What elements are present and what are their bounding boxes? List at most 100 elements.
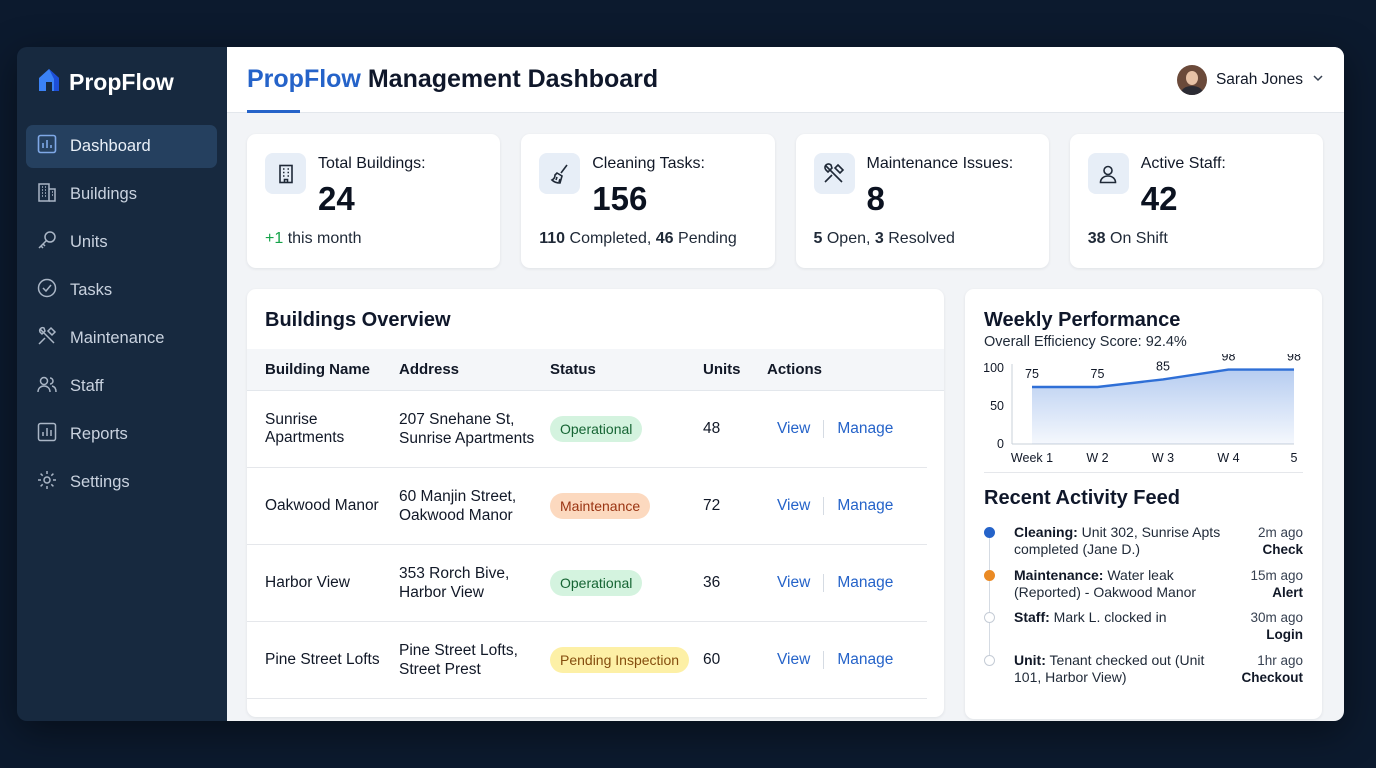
broom-icon (539, 153, 581, 194)
activity-kind: Cleaning: (1014, 524, 1078, 540)
stat-subtext: +1 this month (265, 230, 362, 248)
stat-sub-text: this month (283, 230, 362, 247)
stat-sub-text: On Shift (1105, 230, 1168, 247)
manage-link[interactable]: Manage (837, 574, 894, 591)
activity-time: 15m ago (1250, 567, 1303, 583)
activity-meta: 2m ago Check (1258, 524, 1303, 567)
building-units: 36 (703, 574, 721, 591)
stat-card-staff: Active Staff: 42 38 On Shift (1069, 134, 1323, 268)
table-row: Oakwood Manor 60 Manjin Street, Oakwood M… (247, 468, 927, 545)
app-window: PropFlow Dashboard Buildings Units Tasks… (17, 47, 1344, 721)
activity-item[interactable]: Staff: Mark L. clocked in 30m ago Login (984, 609, 1303, 652)
sidebar-item-label: Settings (70, 473, 130, 491)
activity-text: Cleaning: Unit 302, Sunrise Apts complet… (1014, 524, 1234, 567)
building-name: Sunrise Apartments (265, 411, 345, 446)
activity-tag: Login (1266, 627, 1303, 642)
activity-meta: 1hr ago Checkout (1241, 652, 1303, 695)
chart-x-tick-label: W 2 (1086, 451, 1108, 465)
building-status: Operational (550, 570, 703, 596)
sidebar-item-reports[interactable]: Reports (26, 413, 217, 456)
building-name: Oakwood Manor (265, 497, 379, 514)
report-icon (36, 421, 58, 448)
row-actions: View Manage (767, 420, 893, 438)
activity-text: Unit: Tenant checked out (Unit 101, Harb… (1014, 652, 1234, 695)
stat-subtext: 38 On Shift (1088, 230, 1168, 248)
user-icon (1087, 153, 1129, 194)
building-status: Pending Inspection (550, 647, 703, 673)
activity-meta: 30m ago Login (1250, 609, 1303, 652)
activity-feed-title: Recent Activity Feed (984, 487, 1180, 509)
timeline-dot (984, 654, 995, 666)
header: PropFlow Management Dashboard Sarah Jone… (227, 47, 1344, 113)
tools-icon (36, 325, 58, 352)
chart-data-label: 98 (1287, 354, 1301, 364)
stat-value: 156 (592, 180, 648, 217)
status-badge: Maintenance (550, 493, 651, 519)
activity-item[interactable]: Unit: Tenant checked out (Unit 101, Harb… (984, 652, 1303, 695)
activity-item[interactable]: Maintenance: Water leak (Reported) - Oak… (984, 567, 1303, 610)
sidebar-item-label: Staff (70, 377, 104, 395)
sidebar-item-label: Dashboard (70, 137, 151, 155)
building-units: 60 (703, 651, 721, 668)
activity-kind: Staff: (1014, 609, 1050, 625)
row-actions: View Manage (767, 574, 893, 592)
sidebar-item-dashboard[interactable]: Dashboard (26, 125, 217, 168)
sidebar-item-buildings[interactable]: Buildings (26, 173, 217, 216)
sidebar-item-label: Reports (70, 425, 128, 443)
column-header-actions: Actions (767, 361, 823, 378)
chart-y-tick-label: 50 (990, 399, 1004, 413)
sidebar-item-units[interactable]: Units (26, 221, 217, 264)
view-link[interactable]: View (777, 651, 811, 668)
column-header-status: Status (550, 361, 596, 378)
activity-item[interactable]: Cleaning: Unit 302, Sunrise Apts complet… (984, 524, 1303, 567)
stat-label: Total Buildings: (318, 155, 426, 172)
building-status: Maintenance (550, 493, 703, 519)
manage-link[interactable]: Manage (837, 651, 894, 668)
stat-on-shift-count: 38 (1087, 230, 1106, 247)
chart-x-tick-label: Week 1 (1011, 451, 1053, 465)
table-row: Harbor View 353 Rorch Bive, Harbor View O… (247, 545, 927, 622)
view-link[interactable]: View (777, 574, 811, 591)
sidebar-item-staff[interactable]: Staff (26, 365, 217, 408)
address-line-2: Oakwood Manor (399, 507, 513, 524)
brand[interactable]: PropFlow (17, 65, 227, 99)
address-line-1: Pine Street Lofts, (399, 642, 518, 659)
stat-value: 8 (866, 180, 885, 217)
sidebar: PropFlow Dashboard Buildings Units Tasks… (17, 47, 227, 721)
page-title: PropFlow Management Dashboard (247, 65, 658, 94)
action-divider (823, 574, 825, 592)
sidebar-nav: Dashboard Buildings Units Tasks Maintena… (17, 125, 227, 504)
weekly-performance-chart: 0 50 100 75 Week 1 75 W 2 85 W 3 98 W 4 98 5 (984, 354, 1305, 466)
timeline-dot (984, 612, 995, 623)
stat-sub-text: Resolved (883, 230, 955, 247)
main-content: PropFlow Management Dashboard Sarah Jone… (227, 47, 1344, 721)
building-units: 48 (703, 420, 721, 437)
stat-value: 42 (1140, 180, 1178, 217)
table-row: Pine Street Lofts Pine Street Lofts, Stre… (247, 622, 927, 699)
page-title-accent: PropFlow (247, 65, 361, 93)
sidebar-item-settings[interactable]: Settings (26, 461, 217, 504)
weekly-performance-title: Weekly Performance (984, 309, 1181, 331)
sidebar-item-maintenance[interactable]: Maintenance (26, 317, 217, 360)
activity-time: 30m ago (1250, 610, 1303, 625)
manage-link[interactable]: Manage (837, 497, 894, 514)
view-link[interactable]: View (777, 420, 811, 437)
stat-cards: Total Buildings: 24 +1 this month Cleani… (247, 134, 1323, 268)
title-underline (247, 110, 300, 113)
efficiency-score: Overall Efficiency Score: 92.4% (984, 334, 1187, 350)
user-menu[interactable]: Sarah Jones (1176, 64, 1324, 95)
sidebar-item-tasks[interactable]: Tasks (26, 269, 217, 312)
manage-link[interactable]: Manage (837, 420, 894, 437)
propflow-logo-icon (37, 67, 61, 98)
status-badge: Pending Inspection (550, 647, 690, 673)
dashboard-icon (36, 133, 58, 160)
stat-card-buildings: Total Buildings: 24 +1 this month (247, 134, 501, 268)
address-line-2: Harbor View (399, 584, 485, 601)
building-name: Pine Street Lofts (265, 651, 380, 668)
stat-subtext: 5 Open, 3 Resolved (814, 230, 955, 248)
performance-panel: Weekly Performance Overall Efficiency Sc… (965, 289, 1322, 719)
stat-card-cleaning: Cleaning Tasks: 156 110 Completed, 46 Pe… (521, 134, 775, 268)
view-link[interactable]: View (777, 497, 811, 514)
check-circle-icon (36, 277, 58, 304)
stat-pending-count: 46 (655, 230, 674, 247)
